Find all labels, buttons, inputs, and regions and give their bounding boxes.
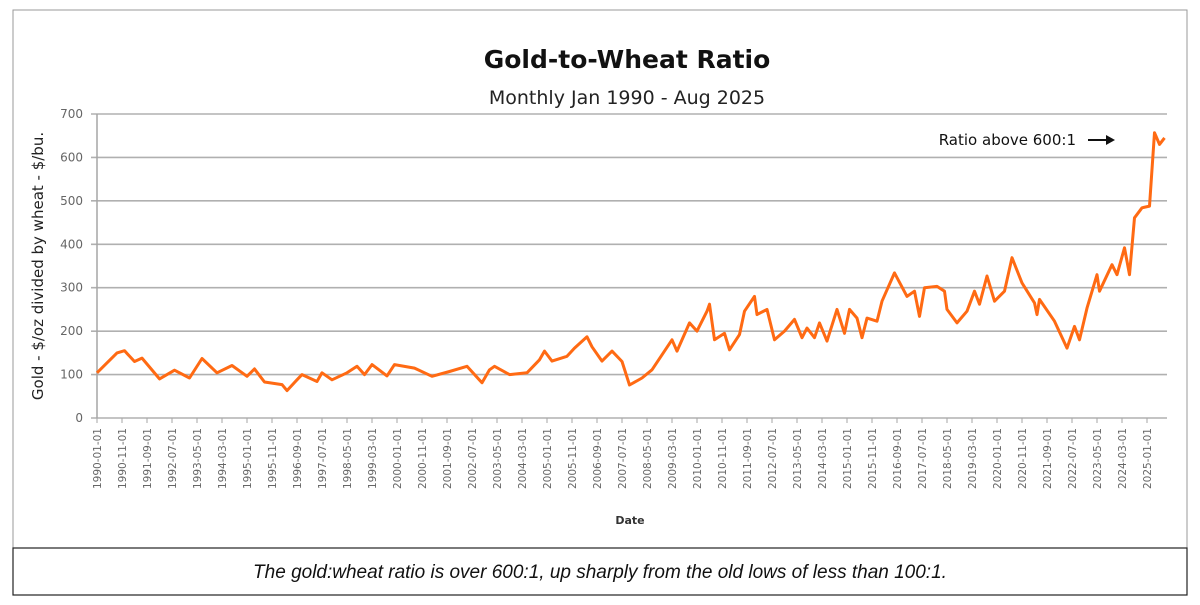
- y-tick-label: 700: [60, 107, 83, 121]
- x-tick-label: 2015-11-01: [867, 428, 879, 489]
- x-tick-label: 1999-03-01: [367, 428, 379, 489]
- x-tick-label: 1992-07-01: [167, 428, 179, 489]
- x-tick-label: 2005-11-01: [567, 428, 579, 489]
- y-axis-ticks: 0 100 200 300 400 500 600 700: [60, 107, 83, 425]
- x-tick-label: 2017-07-01: [917, 428, 929, 489]
- caption-box: [12, 547, 1188, 596]
- annotation-ratio-above-600: Ratio above 600:1: [939, 131, 1076, 149]
- x-tick-label: 2008-05-01: [642, 428, 654, 489]
- y-tick-label: 600: [60, 150, 83, 164]
- x-tick-label: 1995-11-01: [267, 428, 279, 489]
- x-tick-label: 2011-09-01: [742, 428, 754, 489]
- caption: The gold:wheat ratio is over 600:1, up s…: [253, 562, 947, 583]
- x-axis-ticks: 1990-01-01 1990-11-01 1991-09-01 1992-07-01…: [92, 418, 1154, 489]
- x-tick-label: 2010-11-01: [717, 428, 729, 489]
- x-tick-label: 2009-03-01: [667, 428, 679, 489]
- x-tick-label: 2022-07-01: [1067, 428, 1079, 489]
- x-tick-label: 1994-03-01: [217, 428, 229, 489]
- chart-title: Gold-to-Wheat Ratio: [484, 45, 771, 74]
- x-tick-label: 2021-09-01: [1042, 428, 1054, 489]
- y-tick-label: 300: [60, 281, 83, 295]
- x-tick-label: 1993-05-01: [192, 428, 204, 489]
- x-tick-label: 2007-07-01: [617, 428, 629, 489]
- x-tick-label: 1990-01-01: [92, 428, 104, 489]
- x-tick-label: 2013-05-01: [792, 428, 804, 489]
- x-tick-label: 2000-11-01: [417, 428, 429, 489]
- x-tick-label: 1991-09-01: [142, 428, 154, 489]
- y-tick-label: 200: [60, 324, 83, 338]
- y-tick-label: 400: [60, 237, 83, 251]
- x-tick-label: 1997-07-01: [317, 428, 329, 489]
- y-tick-label: 500: [60, 194, 83, 208]
- x-tick-label: 2005-01-01: [542, 428, 554, 489]
- data-points: [96, 132, 1165, 391]
- y-tick-label: 100: [60, 368, 83, 382]
- y-axis-label: Gold - $/oz divided by wheat - $/bu.: [29, 132, 47, 400]
- x-tick-label: 2001-09-01: [442, 428, 454, 489]
- x-tick-label: 2018-05-01: [942, 428, 954, 489]
- x-tick-label: 2020-01-01: [992, 428, 1004, 489]
- x-tick-label: 2025-01-01: [1142, 428, 1154, 489]
- chart-frame: [12, 9, 1188, 549]
- x-tick-label: 2000-01-01: [392, 428, 404, 489]
- arrow-right-icon: [1088, 135, 1115, 145]
- x-tick-label: 2015-01-01: [842, 428, 854, 489]
- x-tick-label: 2016-09-01: [892, 428, 904, 489]
- chart-subtitle: Monthly Jan 1990 - Aug 2025: [489, 87, 765, 109]
- x-axis-label: Date: [615, 514, 644, 527]
- x-tick-label: 2023-05-01: [1092, 428, 1104, 489]
- x-tick-label: 1996-09-01: [292, 428, 304, 489]
- x-tick-label: 2010-01-01: [692, 428, 704, 489]
- y-tick-label: 0: [75, 411, 83, 425]
- x-tick-label: 2020-11-01: [1017, 428, 1029, 489]
- x-tick-label: 2003-05-01: [492, 428, 504, 489]
- x-tick-label: 2012-07-01: [767, 428, 779, 489]
- gridlines: [91, 113, 1167, 419]
- x-tick-label: 2002-07-01: [467, 428, 479, 489]
- x-tick-label: 1990-11-01: [117, 428, 129, 489]
- x-tick-label: 2014-03-01: [817, 428, 829, 489]
- x-tick-label: 1998-05-01: [342, 428, 354, 489]
- x-tick-label: 1995-01-01: [242, 428, 254, 489]
- x-tick-label: 2004-03-01: [517, 428, 529, 489]
- x-tick-label: 2019-03-01: [967, 428, 979, 489]
- x-tick-label: 2006-09-01: [592, 428, 604, 489]
- x-tick-label: 2024-03-01: [1117, 428, 1129, 489]
- series-line-gold-wheat-ratio: [95, 131, 1166, 393]
